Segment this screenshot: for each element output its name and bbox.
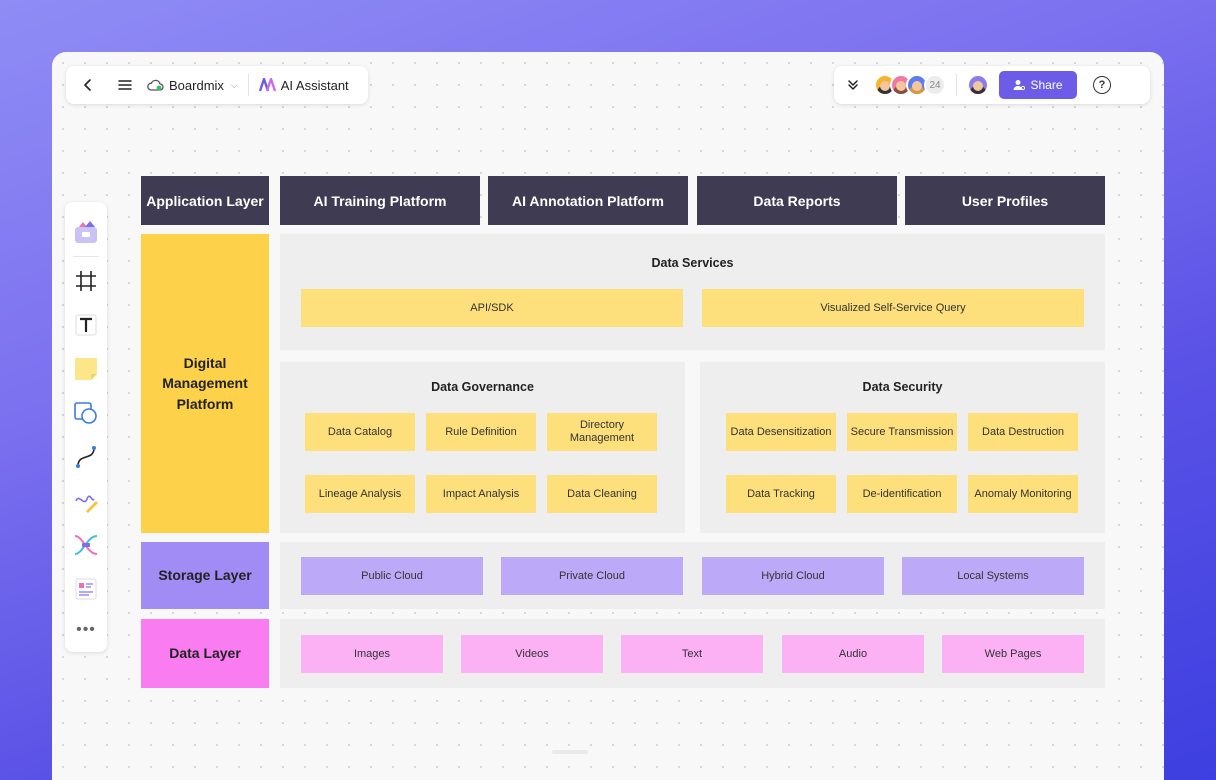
header-item[interactable]: AI Training Platform [280,176,480,225]
pen-icon [75,495,98,513]
share-label: Share [1030,78,1063,92]
application-layer-label[interactable]: Application Layer [141,176,269,225]
ai-logo-icon [258,78,276,92]
menu-button[interactable] [108,71,142,99]
security-item[interactable]: Data Desensitization [726,413,836,451]
shape-icon [74,402,97,424]
tools-divider [73,256,99,257]
toolbar-divider [247,74,249,96]
current-user-avatar[interactable] [967,74,989,96]
governance-item[interactable]: Data Catalog [305,413,415,451]
help-icon[interactable]: ? [1093,76,1111,94]
ai-assistant-button[interactable]: AI Assistant [255,78,353,93]
shape-tool[interactable] [71,398,101,428]
security-item[interactable]: De-identification [847,475,957,513]
workspace-switcher[interactable]: Boardmix ⌵ [142,78,242,93]
template-list-tool[interactable] [71,574,101,604]
text-icon [75,314,97,336]
tools-panel: ••• [65,202,107,652]
collaborator-avatars[interactable]: 24 [874,74,946,96]
more-tools-icon[interactable]: ••• [76,621,96,638]
frame-tool[interactable] [71,266,101,296]
security-item[interactable]: Data Tracking [726,475,836,513]
mindmap-icon [74,535,98,555]
brand-name: Boardmix [169,77,224,93]
ai-assistant-label: AI Assistant [280,77,349,93]
security-item[interactable]: Secure Transmission [847,413,957,451]
cube-logo-icon [75,221,97,243]
data-item[interactable]: Images [301,635,443,673]
text-tool[interactable] [71,310,101,340]
frame-icon [76,271,96,291]
share-button[interactable]: Share [999,71,1077,99]
back-button[interactable] [74,71,102,99]
data-item[interactable]: Audio [782,635,924,673]
header-item[interactable]: AI Annotation Platform [488,176,688,225]
data-security-title: Data Security [862,380,943,394]
chevron-down-icon: ⌵ [230,79,238,90]
data-item[interactable]: Text [621,635,763,673]
storage-layer-label[interactable]: Storage Layer [141,542,269,609]
collapse-button[interactable] [842,71,864,99]
header-item[interactable]: Data Reports [697,176,897,225]
add-user-icon [1013,80,1026,91]
double-chevron-down-icon [848,80,858,90]
top-left-toolbar: Boardmix ⌵ AI Assistant [66,66,368,104]
data-item[interactable]: Web Pages [942,635,1084,673]
storage-item[interactable]: Hybrid Cloud [702,557,884,595]
governance-item[interactable]: Rule Definition [426,413,536,451]
sticky-note-tool[interactable] [71,354,101,384]
governance-item[interactable]: Data Cleaning [547,475,657,513]
security-item[interactable]: Anomaly Monitoring [968,475,1078,513]
connector-tool[interactable] [71,442,101,472]
canvas-frame[interactable]: Boardmix ⌵ AI Assistant 24 Share ? [52,52,1164,780]
digital-management-platform-label[interactable]: Digital Management Platform [141,234,269,533]
data-governance-title: Data Governance [431,380,534,394]
top-right-toolbar: 24 Share ? [834,66,1150,104]
governance-item[interactable]: Impact Analysis [426,475,536,513]
data-services-title: Data Services [651,256,734,270]
service-item-api-sdk[interactable]: API/SDK [301,289,683,327]
mindmap-tool[interactable] [71,530,101,560]
toolbar-divider [956,74,957,96]
data-layer-label[interactable]: Data Layer [141,619,269,688]
data-item[interactable]: Videos [461,635,603,673]
collaborator-count-badge[interactable]: 24 [924,74,946,96]
governance-item[interactable]: Directory Management [547,413,657,451]
security-item[interactable]: Data Destruction [968,413,1078,451]
connector-icon [76,446,96,468]
storage-item[interactable]: Public Cloud [301,557,483,595]
templates-tool[interactable] [71,217,101,247]
service-item-self-service-query[interactable]: Visualized Self-Service Query [702,289,1084,327]
pen-tool[interactable] [71,486,101,516]
storage-item[interactable]: Local Systems [902,557,1084,595]
governance-item[interactable]: Lineage Analysis [305,475,415,513]
header-item[interactable]: User Profiles [905,176,1105,225]
list-card-icon [75,578,97,600]
hamburger-icon [118,80,132,90]
chevron-left-icon [84,79,91,91]
cloud-icon [147,79,164,91]
scroll-indicator[interactable] [552,750,588,754]
sticky-note-icon [75,358,97,380]
storage-item[interactable]: Private Cloud [501,557,683,595]
